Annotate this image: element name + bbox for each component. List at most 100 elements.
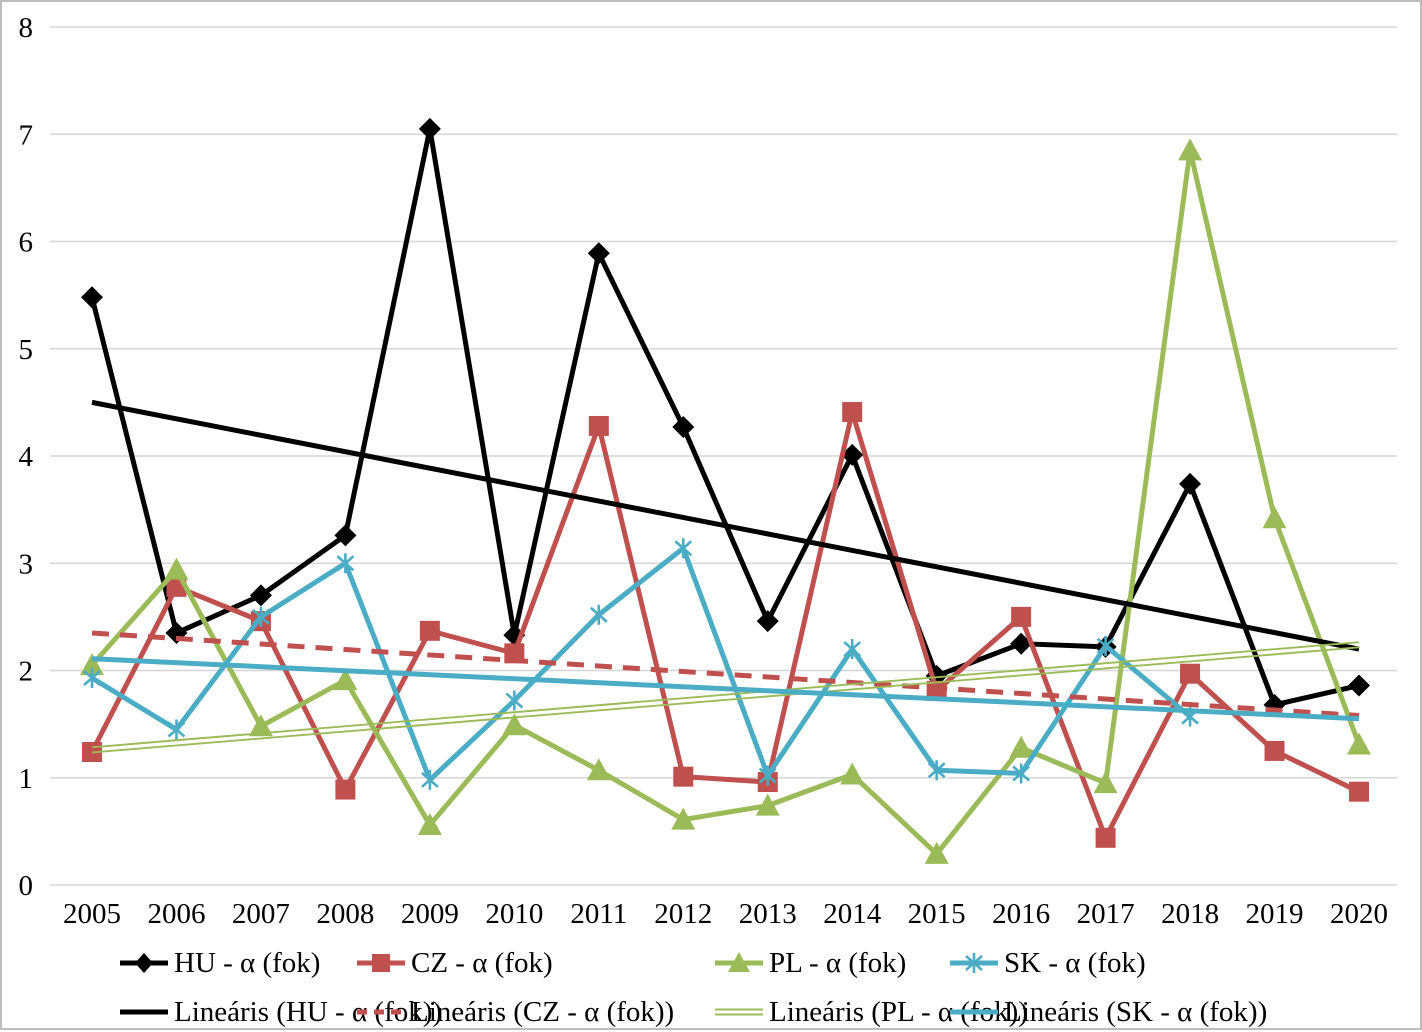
- square-marker-icon: [335, 779, 356, 800]
- star-marker-icon: [758, 765, 777, 786]
- legend-label-trend-sk: Lineáris (SK - α (fok)): [1004, 996, 1268, 1028]
- triangle-marker-icon: [671, 807, 696, 830]
- y-axis-label: 5: [19, 334, 34, 366]
- star-marker-icon: [927, 760, 946, 781]
- y-axis-label: 1: [19, 763, 34, 795]
- square-marker-icon: [1180, 663, 1201, 684]
- x-axis-label: 2007: [232, 898, 290, 930]
- triangle-marker-icon: [924, 841, 949, 864]
- triangle-marker-icon: [502, 713, 527, 736]
- x-axis-label: 2013: [739, 898, 797, 930]
- triangle-marker-icon: [164, 557, 189, 580]
- diamond-marker-icon: [1348, 674, 1370, 697]
- legend-item-trend-sk: Lineáris (SK - α (fok)): [950, 995, 1267, 1029]
- y-axis-label: 4: [19, 441, 34, 473]
- diamond-marker-icon: [249, 584, 272, 607]
- sk-trend-line-icon: [950, 1009, 998, 1015]
- trendline-3: [91, 656, 1360, 722]
- diamond-marker-icon: [334, 524, 357, 547]
- y-axis-label: 7: [19, 119, 34, 151]
- x-axis-labels: 2005 2006 2007 2008 2009 2010 2011 2012 2013 2014…: [63, 898, 1388, 930]
- y-axis-label: 8: [19, 12, 34, 44]
- diamond-marker-icon: [418, 117, 441, 140]
- trendline-1: [91, 630, 1360, 719]
- trendline-2: [91, 641, 1360, 754]
- star-marker-icon: [843, 639, 862, 660]
- triangle-marker-icon: [755, 793, 780, 816]
- diamond-marker-icon: [672, 416, 695, 439]
- triangle-marker-icon: [417, 812, 442, 835]
- diamond-marker-icon: [756, 610, 779, 633]
- legend-item-sk: SK - α (fok): [950, 946, 1146, 980]
- x-axis-label: 2016: [992, 898, 1050, 930]
- triangle-marker-icon: [1347, 732, 1371, 755]
- legend-label-trend-cz: Lineáris (CZ - α (fok)): [411, 996, 675, 1028]
- x-axis-label: 2015: [908, 898, 966, 930]
- series-2-line: [80, 138, 1371, 864]
- x-axis-label: 2018: [1161, 898, 1219, 930]
- star-marker-icon: [1012, 763, 1030, 784]
- triangle-marker-icon: [333, 668, 358, 691]
- square-marker-icon: [1264, 740, 1285, 761]
- star-marker-icon: [167, 719, 186, 740]
- diamond-marker-icon: [587, 242, 610, 265]
- square-marker-icon: [588, 415, 609, 436]
- triangle-marker-icon: [586, 758, 611, 781]
- gridlines: [50, 26, 1397, 886]
- legend-item-cz: CZ - α (fok): [357, 946, 553, 980]
- x-axis-label: 2011: [570, 898, 627, 930]
- x-axis-label: 2017: [1077, 898, 1135, 930]
- x-axis-label: 2008: [316, 898, 374, 930]
- x-axis-label: 2012: [654, 898, 712, 930]
- x-axis-label: 2019: [1246, 898, 1304, 930]
- star-marker-icon: [1096, 635, 1115, 656]
- triangle-marker-icon: [1178, 138, 1203, 161]
- legend-item-pl: PL - α (fok): [715, 946, 906, 980]
- series-0-line: [81, 117, 1370, 716]
- triangle-marker-icon: [80, 653, 104, 676]
- legend-label-pl: PL - α (fok): [769, 947, 907, 979]
- cz-trend-dashed-line-icon: [357, 1009, 405, 1015]
- diamond-marker-icon: [81, 286, 103, 309]
- legend-item-trend-cz: Lineáris (CZ - α (fok)): [357, 995, 674, 1029]
- y-axis-label: 2: [19, 656, 34, 688]
- triangle-marker-icon: [248, 714, 273, 737]
- hu-line-diamond-icon: [120, 953, 168, 973]
- star-marker-icon: [421, 769, 439, 790]
- star-marker-icon: [336, 553, 355, 574]
- y-axis-label: 0: [19, 870, 34, 902]
- y-axis-label: 6: [19, 227, 34, 259]
- triangle-marker-icon: [1262, 506, 1287, 529]
- x-axis-label: 2009: [401, 898, 459, 930]
- trendline-0: [91, 399, 1360, 652]
- star-marker-icon: [83, 668, 101, 689]
- diamond-marker-icon: [841, 443, 864, 466]
- legend-item-hu: HU - α (fok): [120, 946, 320, 980]
- star-marker-icon: [252, 606, 270, 627]
- star-marker-icon: [505, 690, 524, 711]
- y-axis-label: 3: [19, 548, 34, 580]
- cz-line-square-icon: [357, 954, 405, 972]
- x-axis-label: 2020: [1330, 898, 1388, 930]
- legend-label-cz: CZ - α (fok): [411, 947, 553, 979]
- square-marker-icon: [673, 766, 694, 787]
- legend-label-sk: SK - α (fok): [1004, 947, 1146, 979]
- triangle-marker-icon: [1009, 735, 1034, 758]
- sk-line-star-icon: [950, 953, 998, 973]
- diamond-marker-icon: [1179, 472, 1202, 495]
- x-axis-label: 2010: [485, 898, 543, 930]
- y-axis-labels: 0 1 2 3 4 5 6 7 8: [19, 12, 34, 902]
- star-marker-icon: [589, 604, 608, 625]
- triangle-marker-icon: [840, 762, 865, 785]
- pl-line-triangle-icon: [715, 952, 763, 972]
- x-axis-label: 2005: [63, 898, 121, 930]
- square-marker-icon: [1011, 606, 1032, 627]
- x-axis-label: 2014: [823, 898, 882, 930]
- triangle-marker-icon: [1093, 771, 1118, 794]
- series-3-line: [83, 538, 1199, 790]
- square-marker-icon: [1349, 781, 1369, 802]
- square-marker-icon: [419, 620, 440, 641]
- star-marker-icon: [674, 538, 693, 559]
- hu-trend-line-icon: [120, 1009, 168, 1015]
